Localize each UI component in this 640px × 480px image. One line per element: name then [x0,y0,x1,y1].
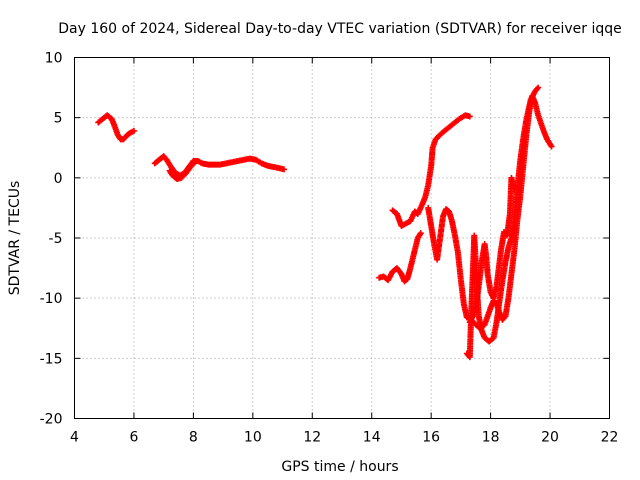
x-tick-label: 16 [422,430,440,446]
y-tick-label: -10 [40,291,63,307]
data-point [511,186,518,193]
x-tick-label: 6 [129,430,138,446]
x-tick-label: 4 [70,430,79,446]
sdtvar-series [95,84,555,361]
y-axis-label: SDTVAR / TECUs [7,181,23,296]
y-tick-labels: -20 -15 -10 -5 0 5 10 [40,51,63,428]
x-tick-label: 12 [303,430,321,446]
chart-title: Day 160 of 2024, Sidereal Day-to-day VTE… [58,21,622,37]
data-point [281,166,288,173]
x-tick-label: 10 [244,430,262,446]
data-point [417,230,424,237]
data-point [535,84,542,91]
data-point [191,159,198,166]
y-tick-label: 0 [54,171,63,187]
x-tick-label: 20 [541,430,559,446]
x-tick-label: 14 [363,430,381,446]
y-tick-label: 10 [45,51,63,67]
y-tick-label: -5 [49,231,63,247]
data-point [466,113,473,120]
x-tick-label: 18 [482,430,500,446]
axis-ticks [74,57,610,419]
data-point [130,127,137,134]
y-tick-label: -15 [40,351,63,367]
data-point [548,143,555,150]
x-tick-label: 22 [601,430,619,446]
x-tick-labels: 4 6 8 10 12 14 16 18 20 22 [70,430,618,446]
y-tick-label: -20 [40,412,63,428]
y-tick-label: 5 [54,111,63,127]
x-tick-label: 8 [189,430,198,446]
plot-frame [74,57,610,419]
x-axis-label: GPS time / hours [281,459,398,475]
